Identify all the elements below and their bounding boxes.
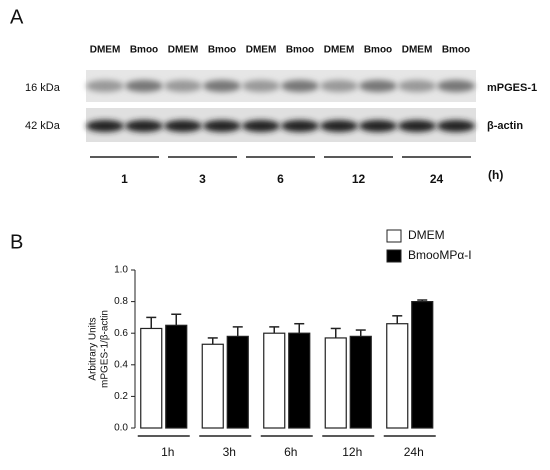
bar <box>226 335 249 429</box>
lane-label: Bmoo <box>130 45 158 56</box>
blot-band <box>320 120 358 132</box>
bar <box>386 323 409 429</box>
blot-band <box>86 120 124 132</box>
y-tick-label: 0.4 <box>114 359 128 370</box>
lane-label: DMEM <box>402 45 433 56</box>
lane-label: DMEM <box>246 45 277 56</box>
y-axis-label: Arbitrary Units <box>88 317 99 380</box>
y-tick-label: 0.0 <box>114 423 128 434</box>
blot-band <box>164 120 202 132</box>
blot-band <box>86 80 124 92</box>
bar <box>165 324 188 429</box>
legend-label: BmooMPα-I <box>408 248 472 262</box>
protein-label: mPGES-1 <box>487 82 537 94</box>
blot-band <box>359 120 397 132</box>
protein-label: β-actin <box>487 120 523 132</box>
y-axis-label: mPGES-1/β-actin <box>100 310 111 388</box>
time-label: 3 <box>199 172 206 186</box>
bar <box>411 301 434 429</box>
blot-band <box>203 120 241 132</box>
blot-band <box>281 80 319 92</box>
bar <box>263 332 286 429</box>
x-tick-label: 3h <box>223 445 236 459</box>
time-label: 24 <box>430 172 444 186</box>
legend-swatch <box>386 249 402 263</box>
legend-label: DMEM <box>408 228 445 242</box>
x-tick-label: 24h <box>404 445 424 459</box>
blot-band <box>398 80 436 92</box>
blot-band <box>164 80 202 92</box>
y-tick-label: 0.6 <box>114 328 128 339</box>
bar <box>288 332 311 429</box>
bar <box>201 343 224 429</box>
time-unit: (h) <box>488 168 503 182</box>
time-label: 6 <box>277 172 284 186</box>
legend-swatch <box>386 229 402 243</box>
bar <box>140 327 163 429</box>
x-tick-label: 1h <box>161 445 174 459</box>
blot-band <box>242 80 280 92</box>
time-label: 1 <box>121 172 128 186</box>
blot-band <box>359 80 397 92</box>
x-tick-label: 12h <box>342 445 362 459</box>
y-tick-label: 1.0 <box>114 265 128 276</box>
blot-band <box>398 120 436 132</box>
panel-label: B <box>10 231 23 253</box>
blot-band <box>125 120 163 132</box>
y-tick-label: 0.8 <box>114 296 128 307</box>
blot-band <box>437 80 475 92</box>
lane-label: DMEM <box>324 45 355 56</box>
blot-band <box>242 120 280 132</box>
lane-label: DMEM <box>90 45 121 56</box>
x-tick-label: 6h <box>284 445 297 459</box>
lane-label: Bmoo <box>208 45 236 56</box>
bar <box>349 335 372 429</box>
blot-band <box>281 120 319 132</box>
blot-band <box>437 120 475 132</box>
lane-label: Bmoo <box>286 45 314 56</box>
blot-band <box>320 80 358 92</box>
lane-label: Bmoo <box>364 45 392 56</box>
kda-label: 42 kDa <box>25 120 61 132</box>
y-tick-label: 0.2 <box>114 391 128 402</box>
kda-label: 16 kDa <box>25 82 61 94</box>
blot-band <box>203 80 241 92</box>
time-label: 12 <box>352 172 366 186</box>
lane-label: DMEM <box>168 45 199 56</box>
blot-band <box>125 80 163 92</box>
bar <box>324 337 347 429</box>
lane-label: Bmoo <box>442 45 470 56</box>
panel-label: A <box>10 6 24 28</box>
